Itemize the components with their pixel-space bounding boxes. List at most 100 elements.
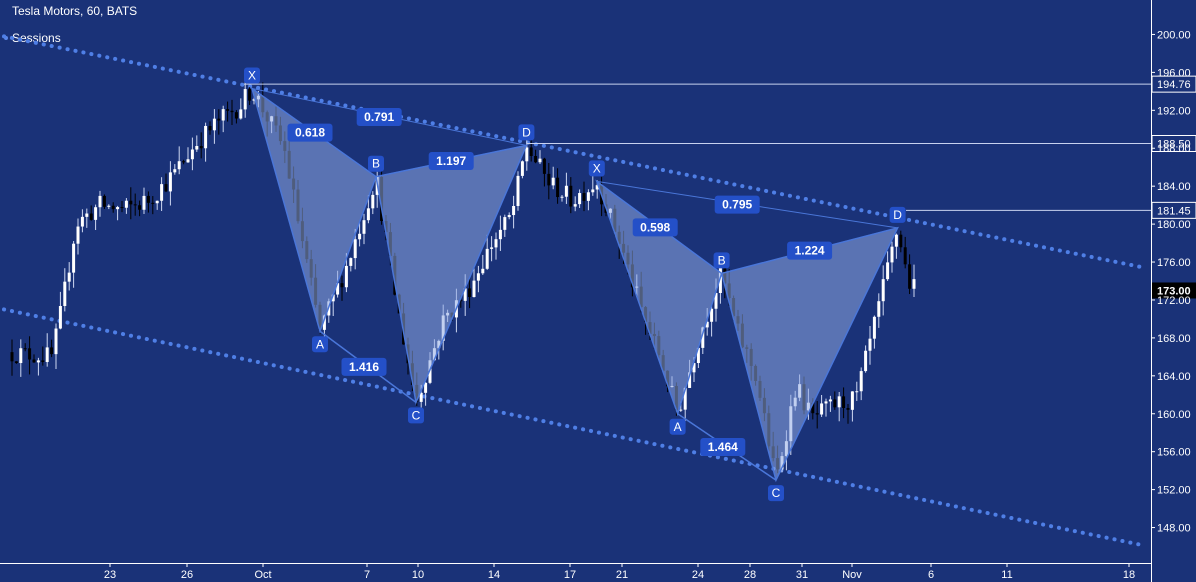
candle-up xyxy=(494,239,498,248)
x-tick-label: 24 xyxy=(692,569,704,581)
candle-up xyxy=(177,161,181,170)
candle-down xyxy=(102,195,106,207)
pivot-box-a xyxy=(312,336,328,353)
pivot-label-c: C xyxy=(772,486,781,500)
pivot-box-x xyxy=(244,67,260,84)
sessions-indicator-label[interactable]: Sessions xyxy=(12,31,61,45)
candle-up xyxy=(472,280,476,298)
x-tick-label: Oct xyxy=(254,569,271,581)
candle-up xyxy=(424,382,428,393)
candle-up xyxy=(538,158,542,163)
candle-down xyxy=(164,184,168,192)
last-price-box xyxy=(1152,282,1196,299)
candle-down xyxy=(908,264,912,289)
pivot-label-x: X xyxy=(248,69,256,83)
ratio-label-bd: 1.224 xyxy=(795,244,825,258)
candle-up xyxy=(573,204,577,207)
x-tick-label: 23 xyxy=(104,569,116,581)
candle-up xyxy=(683,387,687,410)
y-tick-label: 152.00 xyxy=(1157,485,1191,497)
x-tick-label: 17 xyxy=(564,569,576,581)
candle-up xyxy=(688,372,692,388)
candle-up xyxy=(204,125,208,149)
candle-down xyxy=(217,118,221,121)
candle-up xyxy=(692,363,696,373)
ratio-label-ac: 1.416 xyxy=(349,360,379,374)
candle-up xyxy=(498,229,502,240)
candle-down xyxy=(234,112,238,119)
candle-down xyxy=(23,348,27,350)
candle-up xyxy=(212,118,216,131)
candle-up xyxy=(696,347,700,364)
x-tick-label: 28 xyxy=(744,569,756,581)
x-axis: 23 26 Oct 7 10 14 17 21 24 28 31 Nov 6 11 18 xyxy=(0,563,1151,581)
sessions-dot-icon xyxy=(4,36,8,40)
x-tick-label: 26 xyxy=(181,569,193,581)
candle-up xyxy=(94,207,98,220)
candle-down xyxy=(547,173,551,186)
candle-down xyxy=(833,399,837,408)
candle-up xyxy=(80,216,84,227)
candle-up xyxy=(142,195,146,210)
candle-up xyxy=(490,247,494,249)
candle-up xyxy=(595,185,599,190)
y-tick-label: 156.00 xyxy=(1157,447,1191,459)
y-tick-label: 172.00 xyxy=(1157,295,1191,307)
candle-up xyxy=(890,246,894,263)
chart-title: Tesla Motors, 60, BATS xyxy=(12,4,138,18)
candle-up xyxy=(243,89,247,110)
y-tick-label: 164.00 xyxy=(1157,371,1191,383)
candle-up xyxy=(551,177,555,186)
candle-down xyxy=(815,413,819,415)
price-level-label: 188.50 xyxy=(1157,139,1191,151)
candle-up xyxy=(85,213,89,217)
y-axis: 148.00 152.00 156.00 160.00 164.00 168.00 172.… xyxy=(1151,0,1191,582)
candle-up xyxy=(195,146,199,150)
candle-up xyxy=(476,273,480,281)
candle-up xyxy=(58,305,62,329)
y-tick-label: 188.00 xyxy=(1157,143,1191,155)
y-tick-label: 176.00 xyxy=(1157,257,1191,269)
candle-down xyxy=(842,396,846,408)
channel-trendline xyxy=(2,307,1142,547)
pivot-label-x: X xyxy=(593,161,601,175)
candle-up xyxy=(503,217,507,230)
candle-down xyxy=(529,147,533,157)
candle-up xyxy=(168,172,172,192)
pattern-triangle-bcd xyxy=(720,226,899,483)
candle-up xyxy=(463,288,467,301)
candle-up xyxy=(679,409,683,411)
pivot-label-d: D xyxy=(893,208,902,222)
candle-up xyxy=(221,109,225,121)
candle-up xyxy=(485,248,489,269)
ratio-label-xb: 0.598 xyxy=(640,220,670,234)
x-tick-label: 21 xyxy=(616,569,628,581)
ratio-box-xb xyxy=(287,123,333,142)
harmonic-patterns: 0.618 1.416 1.197 0.791 X A B C D 0.598 1.464 1.224… xyxy=(244,67,906,502)
candle-up xyxy=(512,206,516,216)
candle-up xyxy=(912,279,916,289)
price-level-label: 194.76 xyxy=(1157,79,1191,91)
candle-up xyxy=(881,279,885,302)
candle-up xyxy=(124,200,128,208)
candle-down xyxy=(41,360,45,363)
candle-up xyxy=(63,281,67,306)
ratio-box-bd xyxy=(428,152,474,171)
candle-down xyxy=(846,407,850,410)
ratio-label-bd: 1.197 xyxy=(436,154,466,168)
candle-down xyxy=(226,109,230,111)
candle-down xyxy=(129,200,133,205)
candle-up xyxy=(107,205,111,207)
candle-up xyxy=(322,315,326,330)
pivot-box-d xyxy=(889,206,906,223)
candle-up xyxy=(591,189,595,193)
pivot-label-b: B xyxy=(718,253,726,267)
candle-down xyxy=(199,146,203,149)
pivot-label-b: B xyxy=(372,157,380,171)
candle-down xyxy=(14,361,18,364)
ratio-box-xd xyxy=(356,107,402,126)
candle-up xyxy=(828,399,832,402)
y-tick-label: 168.00 xyxy=(1157,333,1191,345)
pivot-label-c: C xyxy=(412,408,421,422)
